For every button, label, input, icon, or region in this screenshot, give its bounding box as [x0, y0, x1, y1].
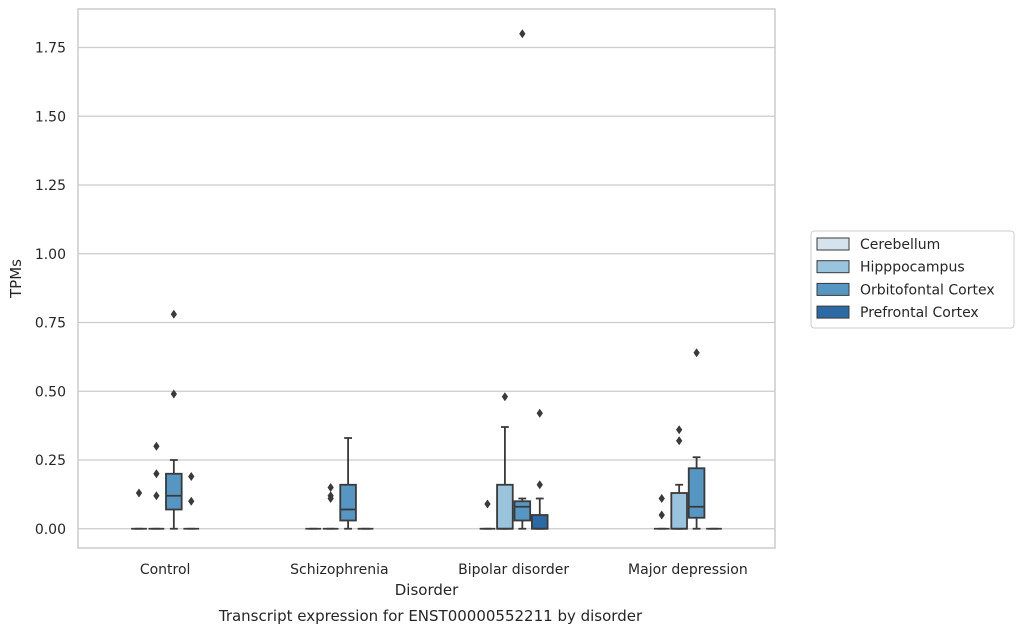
y-tick-label: 1.50	[35, 109, 66, 125]
box-group	[305, 437, 374, 530]
box	[339, 483, 357, 522]
y-tick-label: 0.75	[35, 316, 66, 332]
legend-label: Hipppocampus	[860, 260, 965, 276]
outlier-point	[188, 496, 195, 506]
x-tick-label: Bipolar disorder	[458, 562, 569, 578]
x-axis-ticks: Control Schizophrenia Bipolar disorder Majo…	[140, 562, 748, 578]
outlier-point	[658, 494, 665, 503]
outlier-point	[170, 389, 177, 399]
legend-frame	[810, 230, 1015, 329]
outlier-point	[484, 499, 491, 509]
y-tick-label: 1.75	[35, 41, 66, 57]
outlier-point	[676, 436, 683, 446]
plot-frame	[77, 8, 776, 549]
x-tick-label: Major depression	[628, 562, 748, 578]
box	[165, 472, 183, 511]
y-tick-label: 0.25	[35, 453, 66, 469]
outlier-point	[658, 510, 665, 520]
y-tick-label: 1.00	[35, 247, 66, 263]
outlier-point	[153, 441, 160, 451]
box	[513, 500, 532, 522]
y-tick-label: 0.00	[35, 522, 66, 538]
y-axis-label: TPMs	[7, 259, 25, 299]
legend-label: Cerebellum	[860, 237, 940, 253]
outlier-point	[519, 29, 526, 39]
box	[670, 492, 688, 530]
outlier-point	[327, 491, 334, 501]
legend-swatch	[816, 305, 850, 319]
outlier-point	[153, 491, 160, 501]
outlier-point	[693, 348, 700, 358]
legend-swatch	[816, 237, 850, 251]
box	[531, 514, 549, 530]
outlier-point	[676, 425, 683, 435]
legend-label: Prefrontal Cortex	[860, 305, 979, 321]
legend: Cerebellum Hipppocampus Orbitofontal Corte…	[810, 230, 1015, 329]
box-group	[653, 348, 722, 530]
legend-swatch	[816, 282, 850, 296]
outlier-point	[170, 309, 177, 319]
box	[687, 467, 706, 519]
box-groups	[131, 29, 722, 530]
x-tick-label: Control	[140, 562, 191, 578]
outlier-point	[536, 408, 543, 418]
outlier-point	[501, 392, 509, 402]
legend-swatch	[816, 260, 850, 274]
outlier-point	[135, 488, 143, 498]
outlier-point	[188, 472, 195, 481]
y-tick-label: 0.50	[35, 384, 66, 400]
box	[496, 483, 514, 530]
box-group	[479, 29, 549, 530]
x-axis-label: Disorder	[395, 581, 459, 599]
outlier-point	[153, 469, 160, 479]
x-tick-label: Schizophrenia	[290, 562, 388, 578]
y-axis-ticks: 0.00 0.25 0.50 0.75 1.00 1.25 1.50 1.75	[35, 41, 66, 538]
y-tick-label: 1.25	[35, 178, 66, 194]
legend-label: Orbitofontal Cortex	[860, 282, 995, 298]
box-group	[131, 309, 200, 530]
chart-caption: Transcript expression for ENST0000055221…	[218, 607, 643, 625]
gridlines	[78, 46, 775, 530]
outlier-point	[327, 483, 334, 492]
outlier-point	[536, 480, 543, 490]
